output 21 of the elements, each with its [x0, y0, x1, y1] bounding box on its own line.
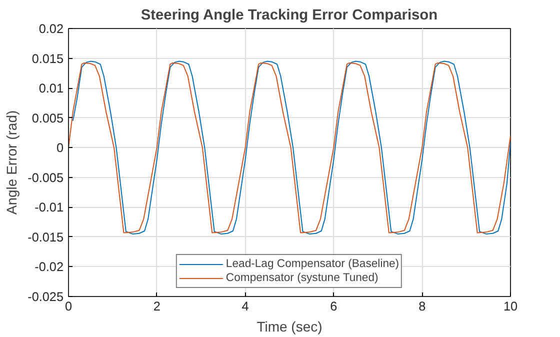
- y-tick-label: -0.02: [34, 260, 64, 274]
- legend-label: Lead-Lag Compensator (Baseline): [226, 257, 400, 271]
- y-tick-label: 0: [56, 141, 64, 156]
- y-tick-label: -0.015: [28, 230, 64, 244]
- x-tick-label: 4: [242, 300, 249, 314]
- y-tick-label: -0.025: [28, 290, 64, 304]
- y-tick-label: -0.01: [34, 200, 64, 215]
- y-tick-label: 0.01: [38, 82, 64, 96]
- x-tick-label: 10: [503, 300, 518, 314]
- legend-label: Compensator (systune Tuned): [226, 271, 378, 285]
- y-tick-label: 0.02: [38, 22, 64, 36]
- y-tick-label: 0.015: [32, 52, 64, 66]
- x-tick-label: 0: [64, 300, 72, 314]
- y-axis-title: Angle Error (rad): [4, 110, 20, 215]
- y-tick-label: -0.005: [28, 170, 64, 185]
- x-axis-title: Time (sec): [256, 318, 322, 334]
- x-tick-label: 2: [153, 300, 160, 314]
- chart-title: Steering Angle Tracking Error Comparison: [140, 8, 438, 24]
- y-tick-label: 0.005: [32, 111, 64, 126]
- x-tick-label: 6: [330, 300, 338, 314]
- x-tick-label: 8: [418, 300, 426, 314]
